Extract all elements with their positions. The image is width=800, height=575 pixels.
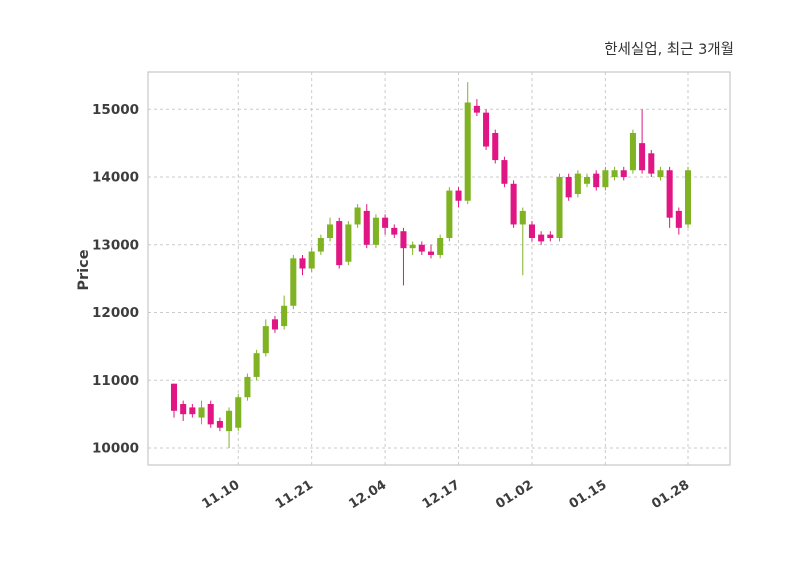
candle-body	[464, 102, 471, 201]
candle-body	[363, 210, 370, 245]
y-tick-label: 12000	[92, 305, 139, 321]
candle-body	[437, 238, 444, 255]
candle-body	[418, 244, 425, 252]
candle-body	[455, 190, 462, 201]
candle-body	[327, 224, 334, 239]
candle-body	[510, 183, 517, 225]
candle-body	[501, 160, 508, 184]
candle-body	[528, 224, 535, 239]
candle-body	[565, 177, 572, 198]
candle-body	[547, 234, 554, 239]
candle-body	[372, 217, 379, 245]
candle-body	[271, 319, 278, 330]
candle-body	[216, 420, 223, 428]
y-tick-label: 14000	[92, 170, 139, 186]
candle-body	[620, 170, 627, 178]
candle-body	[244, 376, 251, 398]
candle-body	[648, 153, 655, 174]
candle-body	[611, 170, 618, 178]
x-tick-label: 12.04	[346, 478, 389, 513]
candle-body	[317, 238, 324, 252]
candle-body	[391, 227, 398, 235]
candle-body	[336, 221, 343, 266]
candle-body	[207, 404, 214, 425]
candle-body	[666, 170, 673, 218]
candle-body	[584, 177, 591, 184]
candle-body	[253, 353, 260, 377]
candle-body	[639, 143, 646, 171]
candle-body	[409, 244, 416, 249]
x-tick-label: 01.28	[649, 478, 692, 513]
candle-body	[235, 397, 242, 428]
candle-body	[170, 383, 178, 411]
candle-body	[574, 173, 581, 194]
x-tick-label: 01.02	[493, 478, 536, 513]
candle-body	[226, 410, 233, 432]
candle-body	[538, 234, 545, 242]
candle-body	[446, 190, 453, 239]
y-tick-label: 13000	[92, 237, 139, 253]
y-tick-label: 10000	[92, 441, 139, 457]
candle-body	[684, 170, 692, 225]
x-tick-label: 01.15	[567, 478, 610, 513]
candle-body	[556, 177, 563, 239]
candle-body	[483, 112, 490, 147]
candle-body	[675, 210, 682, 228]
candle-body	[492, 132, 499, 161]
chart-title: 한세실업, 최근 3개월	[604, 42, 734, 58]
x-tick-label: 12.17	[420, 478, 463, 513]
candle-body	[593, 173, 600, 188]
x-tick-label: 11.21	[273, 478, 316, 513]
candle-body	[382, 217, 389, 228]
candle-body	[354, 207, 361, 225]
candle-body	[189, 407, 196, 415]
candle-body	[180, 404, 187, 415]
candle-body	[427, 251, 435, 255]
y-tick-label: 15000	[92, 102, 139, 118]
plot-border	[147, 71, 731, 466]
candle-body	[198, 407, 205, 418]
candle-body	[629, 132, 636, 171]
candle-body	[281, 305, 288, 327]
candle-body	[299, 258, 306, 269]
y-tick-label: 11000	[92, 373, 139, 389]
candle-body	[345, 224, 352, 262]
candle-body	[602, 170, 609, 188]
candle-body	[519, 210, 526, 225]
candle-body	[262, 326, 269, 354]
x-tick-label: 11.10	[200, 478, 243, 513]
candle-body	[657, 170, 664, 178]
candle-body	[308, 251, 315, 269]
candle-body	[400, 231, 407, 249]
candle-body	[473, 105, 480, 113]
candle-body	[290, 258, 297, 306]
